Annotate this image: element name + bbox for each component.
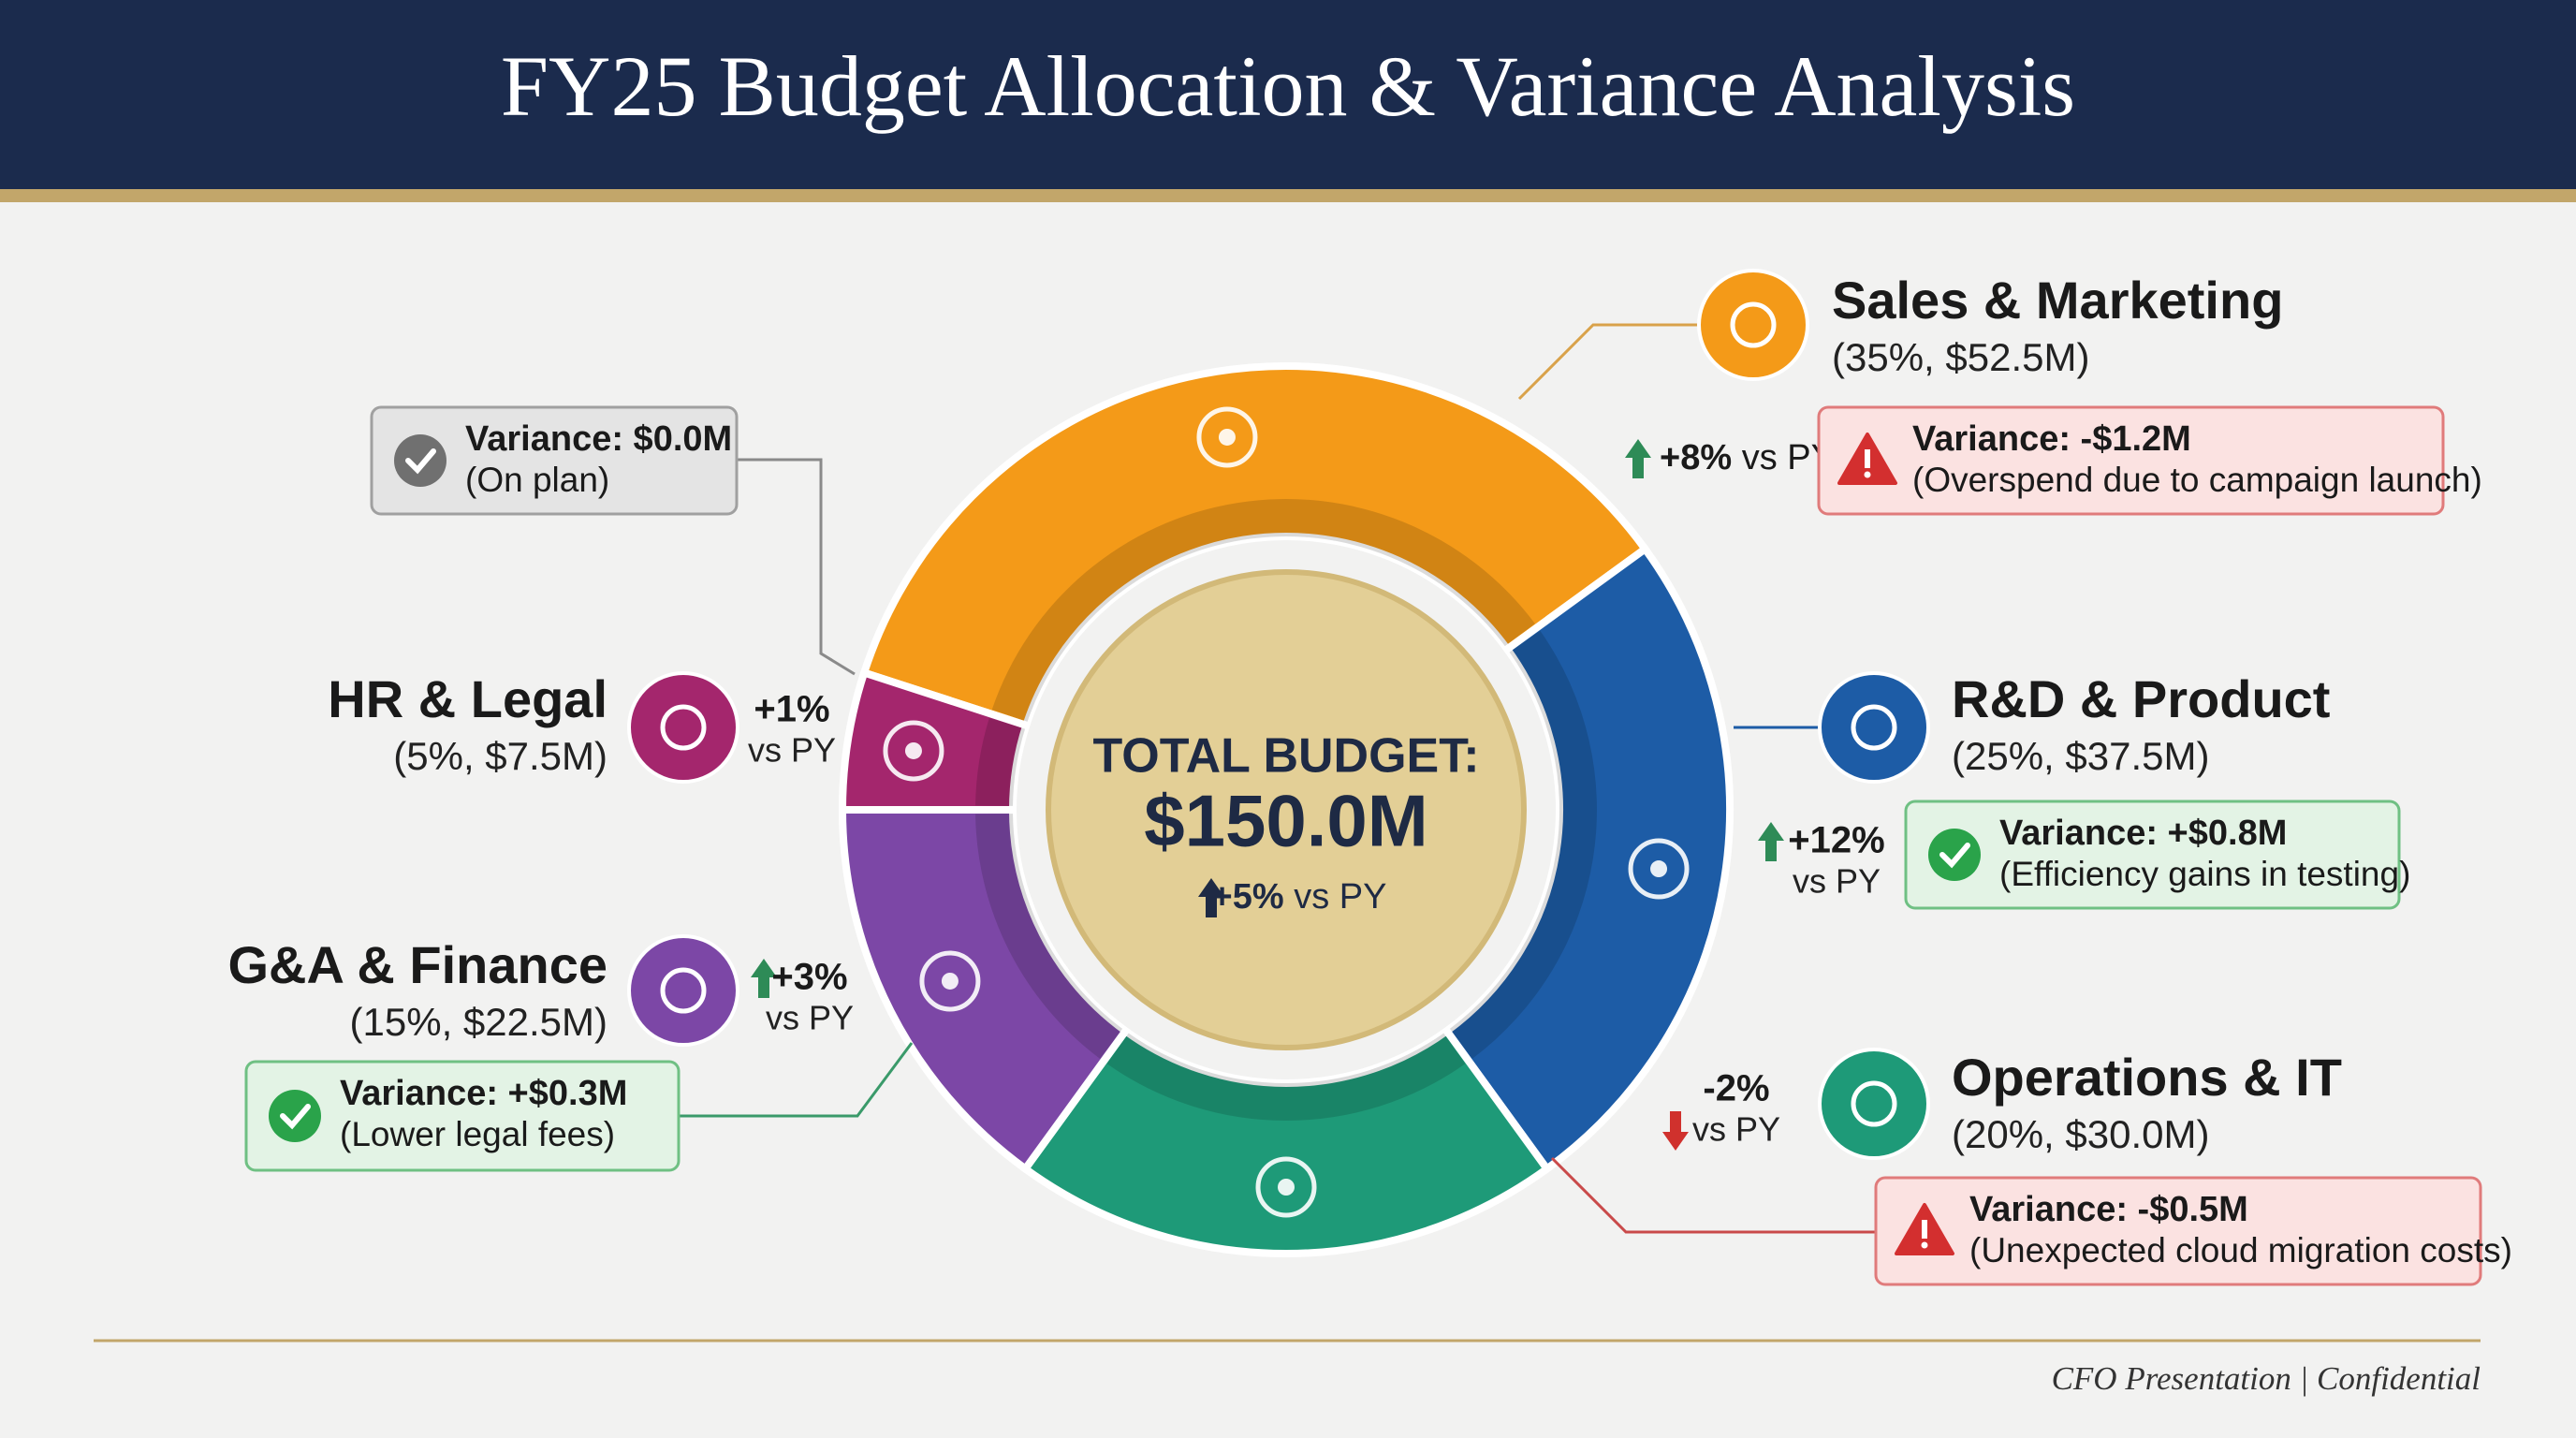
category-value-label: (15%, $22.5M) — [350, 1000, 607, 1044]
variance-label: Variance: +$0.8M — [1999, 814, 2287, 853]
variance-note: (Lower legal fees) — [340, 1115, 615, 1153]
variance-label: Variance: -$1.2M — [1912, 419, 2191, 459]
check-icon — [394, 434, 446, 487]
variance-label: Variance: $0.0M — [465, 419, 732, 459]
center-disc — [1046, 569, 1527, 1050]
category-icon — [1818, 1048, 1930, 1160]
category-value-label: (35%, $52.5M) — [1832, 335, 2089, 379]
warning-dot — [1864, 471, 1871, 478]
category-icon-glyph — [1730, 301, 1777, 348]
category-name: Sales & Marketing — [1832, 271, 2283, 330]
variance-note: (Efficiency gains in testing) — [1999, 855, 2410, 893]
category-name: G&A & Finance — [227, 935, 607, 994]
segment-icon-dot — [1218, 428, 1236, 446]
category-icon — [1697, 269, 1809, 381]
chart-title: FY25 Budget Allocation & Variance Analys… — [501, 38, 2075, 134]
variance-label: Variance: -$0.5M — [1969, 1190, 2248, 1229]
connector-line — [736, 458, 856, 676]
category-icon-glyph — [1851, 704, 1897, 751]
variance-box — [1817, 405, 2445, 516]
center-label: TOTAL BUDGET: — [1092, 729, 1479, 784]
footer: CFO Presentation | Confidential — [2052, 1360, 2481, 1397]
category-value-label: (25%, $37.5M) — [1952, 734, 2209, 778]
variance-box — [1874, 1176, 2482, 1286]
center-change-suffix: vs PY — [1294, 877, 1386, 917]
donut-segment — [838, 806, 1131, 1175]
change-arrow — [751, 959, 777, 998]
category-icon — [627, 934, 739, 1047]
category-name: Operations & IT — [1952, 1048, 2342, 1107]
segment-icon-dot — [904, 741, 922, 759]
change-value: +12% — [1788, 820, 1884, 861]
variance-note: (On plan) — [465, 461, 609, 499]
category-icon — [1818, 671, 1930, 784]
change-suffix: vs PY — [1793, 862, 1881, 901]
donut-segment — [1442, 543, 1734, 1175]
center-change: +5% vs PY — [1212, 877, 1387, 917]
warning-dot — [1921, 1241, 1928, 1249]
change-value: -2% — [1703, 1068, 1769, 1109]
segment-icon — [1196, 406, 1258, 468]
category-icon — [627, 671, 739, 784]
segment-icon-dot — [1650, 860, 1668, 878]
connector-line — [679, 1042, 914, 1118]
donut-segment-inner — [991, 499, 1535, 722]
variance-box — [244, 1060, 681, 1172]
category-icon-glyph — [660, 967, 707, 1014]
donut-segment — [838, 668, 1032, 814]
donut-segment-inner — [1106, 1033, 1466, 1122]
connector-line — [1550, 1156, 1876, 1234]
change-arrow — [1662, 1111, 1689, 1151]
change-suffix: vs PY — [766, 999, 854, 1037]
warning-mark — [1922, 1220, 1927, 1239]
donut-segment-inner — [975, 814, 1123, 1059]
variance-box — [1904, 800, 2401, 910]
header-bar — [0, 0, 2576, 189]
change-suffix: vs PY — [748, 731, 836, 770]
donut-segment — [859, 362, 1651, 730]
donut-segment-inner — [975, 717, 1026, 806]
category-value-label: (5%, $7.5M) — [393, 734, 607, 778]
donut-segment-inner — [1449, 630, 1597, 1059]
check-icon — [269, 1090, 321, 1142]
segment-icon — [883, 720, 944, 782]
variance-box — [370, 405, 739, 516]
center-change-arrow — [1198, 878, 1224, 917]
check-mark — [280, 1104, 311, 1130]
change-arrow — [1758, 822, 1784, 861]
donut-segment — [1019, 1025, 1553, 1257]
change-arrow — [1625, 439, 1651, 478]
category-icon-glyph — [1851, 1080, 1897, 1127]
variance-note: (Unexpected cloud migration costs) — [1969, 1231, 2512, 1269]
category-name: HR & Legal — [328, 669, 607, 728]
change-value: +3% — [771, 957, 847, 998]
center-value: $150.0M — [1144, 780, 1428, 862]
center-change-value: +5% — [1212, 877, 1284, 917]
variance-label: Variance: +$0.3M — [340, 1074, 627, 1113]
check-mark — [405, 448, 436, 475]
change-value: +1% — [754, 689, 829, 730]
check-mark — [1939, 843, 1970, 869]
segment-icon — [1255, 1156, 1317, 1218]
segment-icon-dot — [1278, 1179, 1295, 1196]
segment-icon — [1628, 838, 1690, 900]
header-rule — [0, 189, 2576, 202]
warning-mark — [1865, 449, 1870, 468]
change-text: +8% vs PY — [1660, 438, 1835, 477]
check-icon — [1928, 829, 1981, 881]
segment-icon-dot — [941, 972, 959, 990]
change-suffix: vs PY — [1692, 1110, 1780, 1149]
segment-icon — [919, 950, 981, 1012]
connector-line — [1517, 323, 1700, 401]
category-icon-glyph — [660, 704, 707, 751]
variance-note: (Overspend due to campaign launch) — [1912, 461, 2482, 499]
category-name: R&D & Product — [1952, 669, 2330, 728]
change-value: +8% — [1660, 438, 1732, 477]
category-value-label: (20%, $30.0M) — [1952, 1112, 2209, 1156]
